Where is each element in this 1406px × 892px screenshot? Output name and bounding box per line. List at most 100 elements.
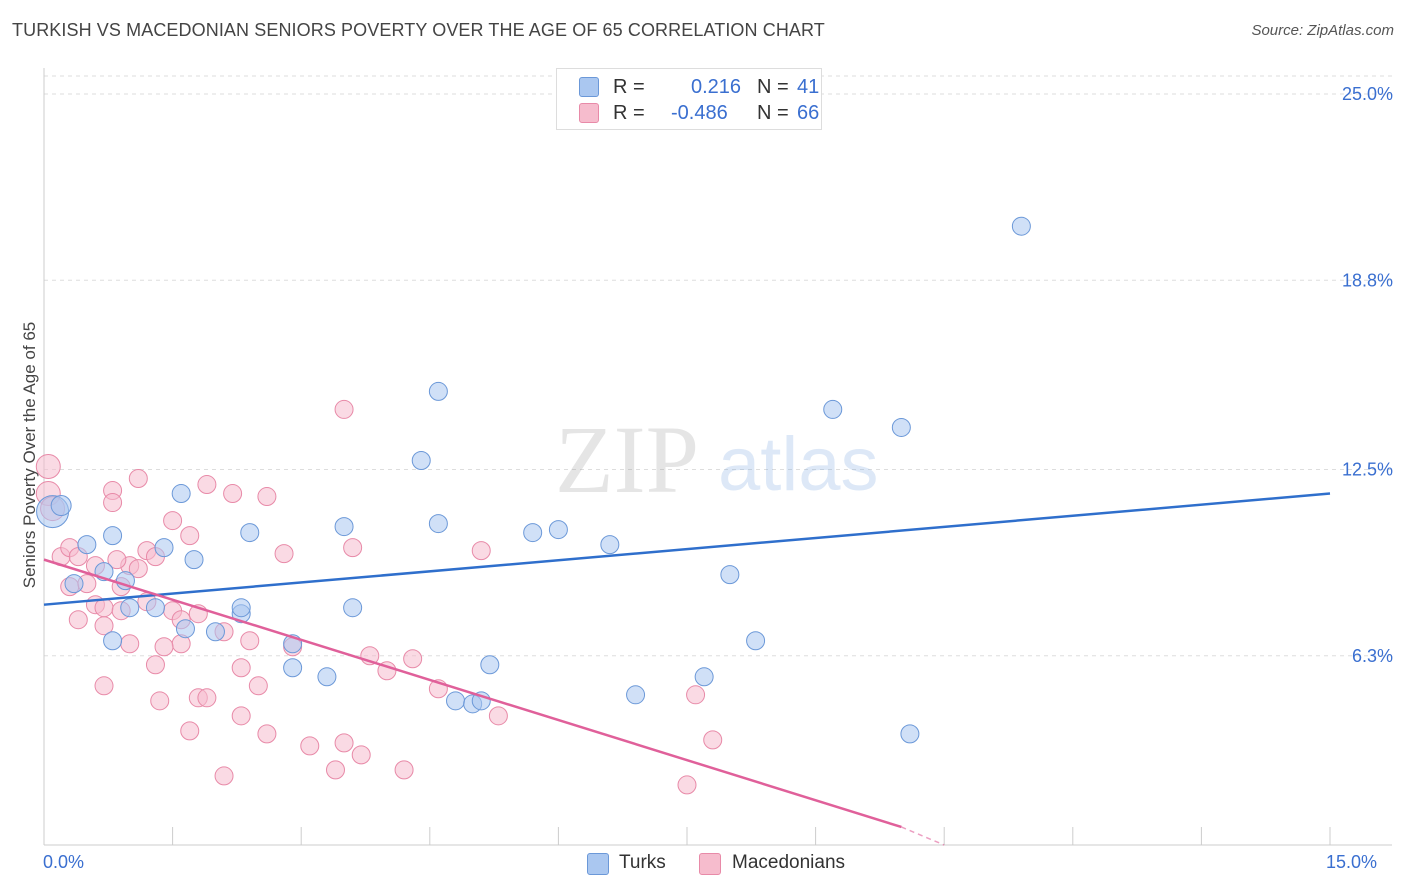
chart-title: TURKISH VS MACEDONIAN SENIORS POVERTY OV…	[12, 20, 825, 40]
macedonians-point	[334, 399, 354, 419]
macedonians-point	[394, 760, 414, 780]
macedonians-point	[257, 487, 277, 507]
macedonians-point	[231, 706, 251, 726]
turks-point	[694, 667, 714, 687]
turks-point	[1011, 216, 1031, 236]
macedonians-point	[343, 538, 363, 558]
macedonians-point	[197, 475, 217, 495]
turks-point	[50, 495, 72, 517]
chart-source: Source: ZipAtlas.com	[1251, 22, 1394, 39]
macedonians-trendline-extension	[901, 826, 945, 846]
x-tick-label-min: 0.0%	[43, 852, 85, 872]
legend-r-value: -0.486	[671, 102, 728, 124]
macedonians-point	[145, 655, 165, 675]
y-tick-label: 12.5%	[1342, 460, 1393, 480]
turks-point	[523, 523, 543, 543]
legend-n-label: N =	[757, 102, 789, 124]
legend-r-value: 0.216	[691, 76, 742, 98]
macedonians-point	[257, 724, 277, 744]
turks-point	[103, 526, 123, 546]
macedonians-point	[214, 766, 234, 786]
turks-point	[283, 658, 303, 678]
macedonians-point	[128, 559, 148, 579]
turks-point	[446, 691, 466, 711]
macedonians-point	[94, 676, 114, 696]
y-tick-label: 18.8%	[1342, 270, 1393, 290]
macedonians-legend-label: Macedonians	[732, 852, 846, 873]
macedonians-point	[180, 526, 200, 546]
turks-point	[891, 417, 911, 437]
macedonians-point	[94, 598, 114, 618]
macedonians-point	[403, 649, 423, 669]
turks-point	[428, 514, 448, 534]
turks-point	[154, 538, 174, 558]
watermark: ZIP atlas	[555, 406, 879, 513]
macedonians-point	[488, 706, 508, 726]
macedonians-point	[334, 733, 354, 753]
turks-point	[428, 381, 448, 401]
macedonians-point	[351, 745, 371, 765]
legend-n-label: N =	[757, 76, 789, 98]
turks-point	[411, 451, 431, 470]
trendlines	[43, 492, 1331, 846]
turks-point	[343, 598, 363, 618]
macedonians-point	[686, 685, 706, 705]
y-tick-label: 6.3%	[1352, 646, 1393, 666]
turks-point	[64, 574, 84, 594]
turks-point	[175, 619, 195, 639]
turks-point	[900, 724, 920, 744]
grid-lines	[44, 75, 1392, 657]
legend-n-value: 41	[797, 76, 820, 98]
macedonians-swatch	[579, 103, 599, 123]
turks-point	[746, 631, 766, 651]
macedonians-point	[107, 550, 127, 570]
turks-point	[317, 667, 337, 687]
legend-n-value: 66	[797, 102, 820, 124]
turks-point	[145, 598, 165, 618]
turks-point	[103, 631, 123, 651]
y-tick-labels: 6.3% 12.5% 18.8% 25.0%	[1342, 84, 1393, 666]
macedonians-trendline	[43, 558, 902, 829]
macedonians-point	[677, 775, 697, 795]
turks-trendline	[43, 492, 1331, 606]
turks-swatch	[579, 77, 599, 97]
turks-point	[231, 598, 251, 618]
macedonians-point	[300, 736, 320, 756]
turks-point	[120, 598, 140, 618]
turks-legend-swatch	[587, 853, 609, 875]
turks-point	[184, 550, 204, 570]
turks-point	[480, 655, 500, 675]
macedonians-point	[197, 688, 217, 708]
macedonians-point	[471, 541, 491, 561]
correlation-legend: R = 0.216 N = 41 R = -0.486 N = 66	[556, 68, 822, 130]
macedonians-point	[231, 658, 251, 678]
watermark-zip: ZIP	[555, 406, 699, 513]
macedonians-point	[180, 721, 200, 741]
legend-r-label: R =	[613, 102, 645, 124]
y-tick-label: 25.0%	[1342, 84, 1393, 104]
turks-point	[548, 520, 568, 540]
turks-point	[334, 517, 354, 537]
macedonians-point	[154, 637, 174, 657]
turks-point	[600, 535, 620, 555]
turks-point	[77, 535, 97, 555]
turks-points	[36, 216, 1031, 744]
macedonians-point	[163, 511, 183, 531]
x-tick-label-max: 15.0%	[1326, 852, 1378, 872]
turks-legend-label: Turks	[619, 852, 666, 873]
turks-point	[720, 565, 740, 585]
macedonians-point	[325, 760, 345, 780]
legend-r-label: R =	[613, 76, 645, 98]
turks-point	[205, 622, 225, 642]
turks-point	[171, 484, 191, 504]
macedonians-point	[128, 469, 148, 489]
macedonians-point	[240, 631, 260, 651]
macedonians-point	[150, 691, 170, 711]
macedonians-point	[248, 676, 268, 696]
watermark-atlas: atlas	[718, 422, 879, 507]
turks-point	[240, 523, 260, 543]
macedonians-point	[703, 730, 723, 750]
macedonians-point	[120, 634, 140, 654]
macedonians-point	[223, 484, 243, 504]
macedonians-point	[68, 610, 88, 630]
